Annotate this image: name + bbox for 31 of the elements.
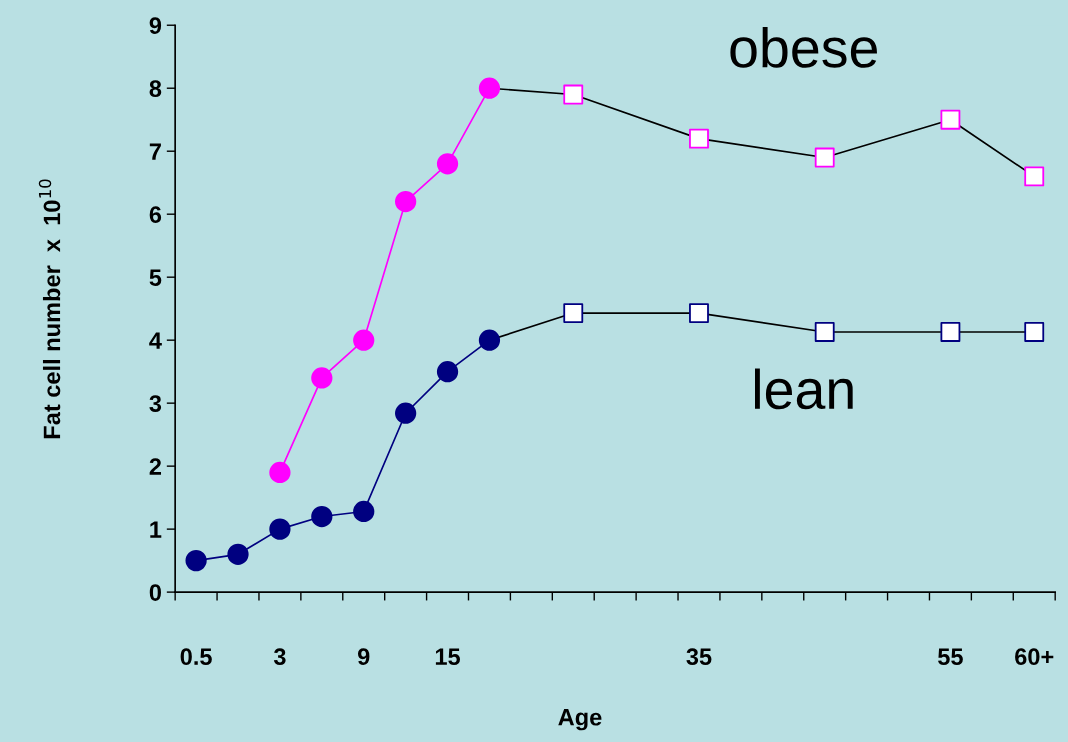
- y-tick-label: 9: [149, 17, 162, 35]
- y-tick-label: 4: [149, 332, 162, 349]
- y-tick-label: 2: [149, 458, 162, 475]
- x-tick-label: 3: [273, 648, 286, 666]
- point: [814, 322, 835, 342]
- y-tick-label: 1: [150, 521, 162, 538]
- point: [563, 84, 584, 105]
- point: [1024, 322, 1045, 342]
- point: [1024, 166, 1045, 187]
- x-tick-label: 0.5: [180, 648, 212, 666]
- point: [689, 303, 709, 324]
- x-tick-label: 55: [938, 648, 963, 666]
- y-tick-label: 6: [149, 206, 162, 223]
- y-tick-label: 3: [149, 395, 162, 412]
- y-tick-label: 5: [149, 269, 162, 286]
- y-tick-label: 7: [149, 143, 161, 160]
- x-tick-label: 35: [686, 648, 712, 666]
- y-tick-label: 8: [149, 80, 162, 97]
- x-axis-title: Age: [558, 709, 602, 731]
- point: [563, 303, 584, 324]
- x-tick-label: 60+: [1015, 648, 1054, 666]
- y-axis-title: Fat cell number x 10$^{10}$: [38, 179, 61, 439]
- point: [940, 322, 961, 342]
- point: [814, 147, 835, 168]
- point: [689, 128, 709, 149]
- y-tick-label: 0: [149, 584, 161, 601]
- series-label: lean: [754, 368, 853, 410]
- point: [940, 109, 961, 130]
- series-label: obese: [730, 26, 877, 68]
- x-tick-label: 15: [435, 648, 461, 666]
- x-tick-label: 9: [357, 648, 370, 666]
